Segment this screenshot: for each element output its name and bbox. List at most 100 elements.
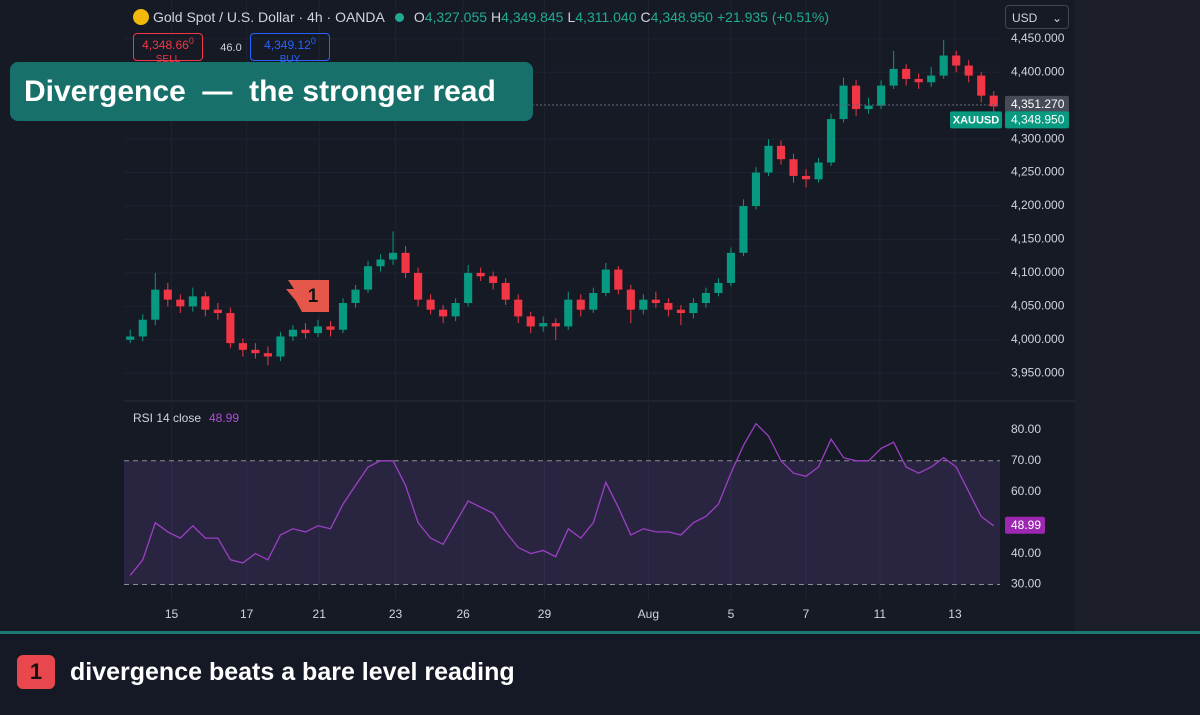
- x-tick-label: 23: [389, 607, 403, 621]
- x-tick-label: 29: [538, 607, 552, 621]
- rsi-band-fill: [124, 460, 1000, 585]
- candle-body: [188, 296, 197, 307]
- candle-body: [489, 276, 498, 283]
- x-tick-label: 26: [456, 607, 470, 621]
- rsi-line: [129, 422, 995, 576]
- candle-body: [726, 252, 736, 283]
- overlay-title: Divergence — the stronger read: [10, 62, 533, 121]
- candle-body: [651, 299, 660, 304]
- ohlc-value: 4,348.950: [650, 9, 713, 25]
- ohlc-key: L: [567, 9, 576, 25]
- buy-price: 4,349.12: [264, 38, 311, 52]
- chevron: ⌄: [1051, 11, 1062, 25]
- ohlc-item: H4,349.845: [491, 9, 563, 25]
- candle-body: [326, 326, 335, 330]
- y-tick-label: 80.00: [1011, 422, 1041, 436]
- y-tick-label: 4,150.000: [1011, 232, 1065, 246]
- y-tick-label: 4,000.000: [1011, 332, 1065, 346]
- candle-body: [939, 55, 948, 76]
- candle-body: [977, 75, 986, 96]
- logo: [133, 9, 149, 25]
- side-panel: [1075, 0, 1200, 631]
- candle-body: [676, 309, 685, 314]
- candle-body: [689, 303, 698, 314]
- caption-number: 1: [17, 655, 55, 689]
- candle-body: [288, 329, 298, 337]
- candle-body: [351, 289, 360, 304]
- symbol-title[interactable]: Gold Spot / U.S. Dollar · 4h · OANDA: [153, 9, 385, 25]
- ohlc-key: O: [413, 9, 425, 25]
- symbol-label: XAUUSD: [953, 114, 1000, 126]
- candle-body: [626, 289, 635, 310]
- candle-body: [839, 85, 848, 120]
- candle-body: [927, 75, 936, 83]
- y-tick-label: 60.00: [1011, 484, 1041, 498]
- candle-body: [376, 259, 385, 267]
- candle-body: [138, 319, 147, 337]
- candle-body: [764, 145, 773, 173]
- marker: 1: [286, 280, 329, 312]
- last-badge: [1005, 111, 1069, 129]
- candle-body: [363, 266, 373, 290]
- candle-body: [639, 299, 648, 310]
- ohlc: O4,327.055 H4,349.845 L4,311.040 C4,348.950: [414, 9, 713, 25]
- candle-body: [501, 282, 510, 300]
- ohlc-item: L4,311.040: [567, 9, 636, 25]
- candle-body: [551, 323, 560, 327]
- y-tick-label: 4,100.000: [1011, 265, 1065, 279]
- y-tick-label: 70.00: [1011, 453, 1041, 467]
- candle-body: [902, 68, 911, 79]
- y-tick-label: 4,400.000: [1011, 64, 1065, 78]
- buy-button[interactable]: 4,349.120 BUY: [250, 33, 330, 65]
- candle-body: [388, 252, 398, 260]
- y-tick-label: 4,050.000: [1011, 299, 1065, 313]
- y-tick-label: 4,250.000: [1011, 165, 1065, 179]
- y-tick-label: 40.00: [1011, 546, 1041, 560]
- candle-body: [952, 55, 961, 66]
- rsi-badge: [1005, 516, 1045, 534]
- y-tick-label: 3,950.000: [1011, 365, 1065, 379]
- candle-body: [989, 95, 998, 107]
- ohlc-value: 4,311.040: [575, 9, 637, 25]
- marker-label: 1: [308, 286, 319, 307]
- sell-price: 4,348.66: [142, 38, 189, 52]
- symbol-header: Gold Spot / U.S. Dollar · 4h · OANDA O4,…: [133, 7, 829, 27]
- candle-body: [714, 282, 723, 293]
- x-tick-label: 11: [874, 607, 887, 621]
- caption-bar: 1 divergence beats a bare level reading: [0, 631, 1200, 715]
- candle-body: [151, 289, 160, 320]
- rsi-name: RSI 14 close: [133, 411, 201, 425]
- bid-label: 4,351.270: [1011, 97, 1065, 111]
- x-tick-label: 15: [165, 607, 179, 621]
- ohlc-item: O4,327.055: [414, 9, 487, 25]
- ohlc-value: 4,327.055: [424, 9, 488, 25]
- candle-body: [526, 316, 535, 327]
- bid-badge: [1005, 95, 1069, 113]
- candle-body: [751, 172, 761, 207]
- candle-body: [426, 299, 435, 310]
- y-tick-label: 4,300.000: [1011, 131, 1065, 145]
- currency: USD: [1012, 11, 1038, 25]
- candle-body: [564, 299, 573, 327]
- candle-body: [701, 292, 710, 304]
- ohlc-key: H: [491, 9, 502, 25]
- rsi-badge-label: 48.99: [1011, 518, 1041, 532]
- last-label: 4,348.950: [1011, 113, 1065, 127]
- candle-body: [776, 145, 786, 160]
- x-tick-label: 7: [803, 607, 810, 621]
- sell-label: SELL: [155, 54, 181, 65]
- candle-body: [313, 326, 323, 334]
- currency-select[interactable]: USD ⌄: [1005, 5, 1069, 29]
- symbol-badge: [950, 111, 1002, 129]
- candle-body: [126, 336, 135, 340]
- x-tick-label: 13: [948, 607, 962, 621]
- candle-body: [614, 269, 623, 290]
- candle-body: [226, 313, 235, 344]
- candle-body: [401, 252, 410, 273]
- sell-button[interactable]: 4,348.660 SELL: [133, 33, 203, 65]
- candle-body: [852, 85, 861, 110]
- sell-sup: 0: [188, 36, 194, 46]
- ohlc-value: 4,349.845: [501, 9, 564, 25]
- y-tick-label: 4,450.000: [1011, 31, 1065, 45]
- candle-body: [514, 299, 523, 317]
